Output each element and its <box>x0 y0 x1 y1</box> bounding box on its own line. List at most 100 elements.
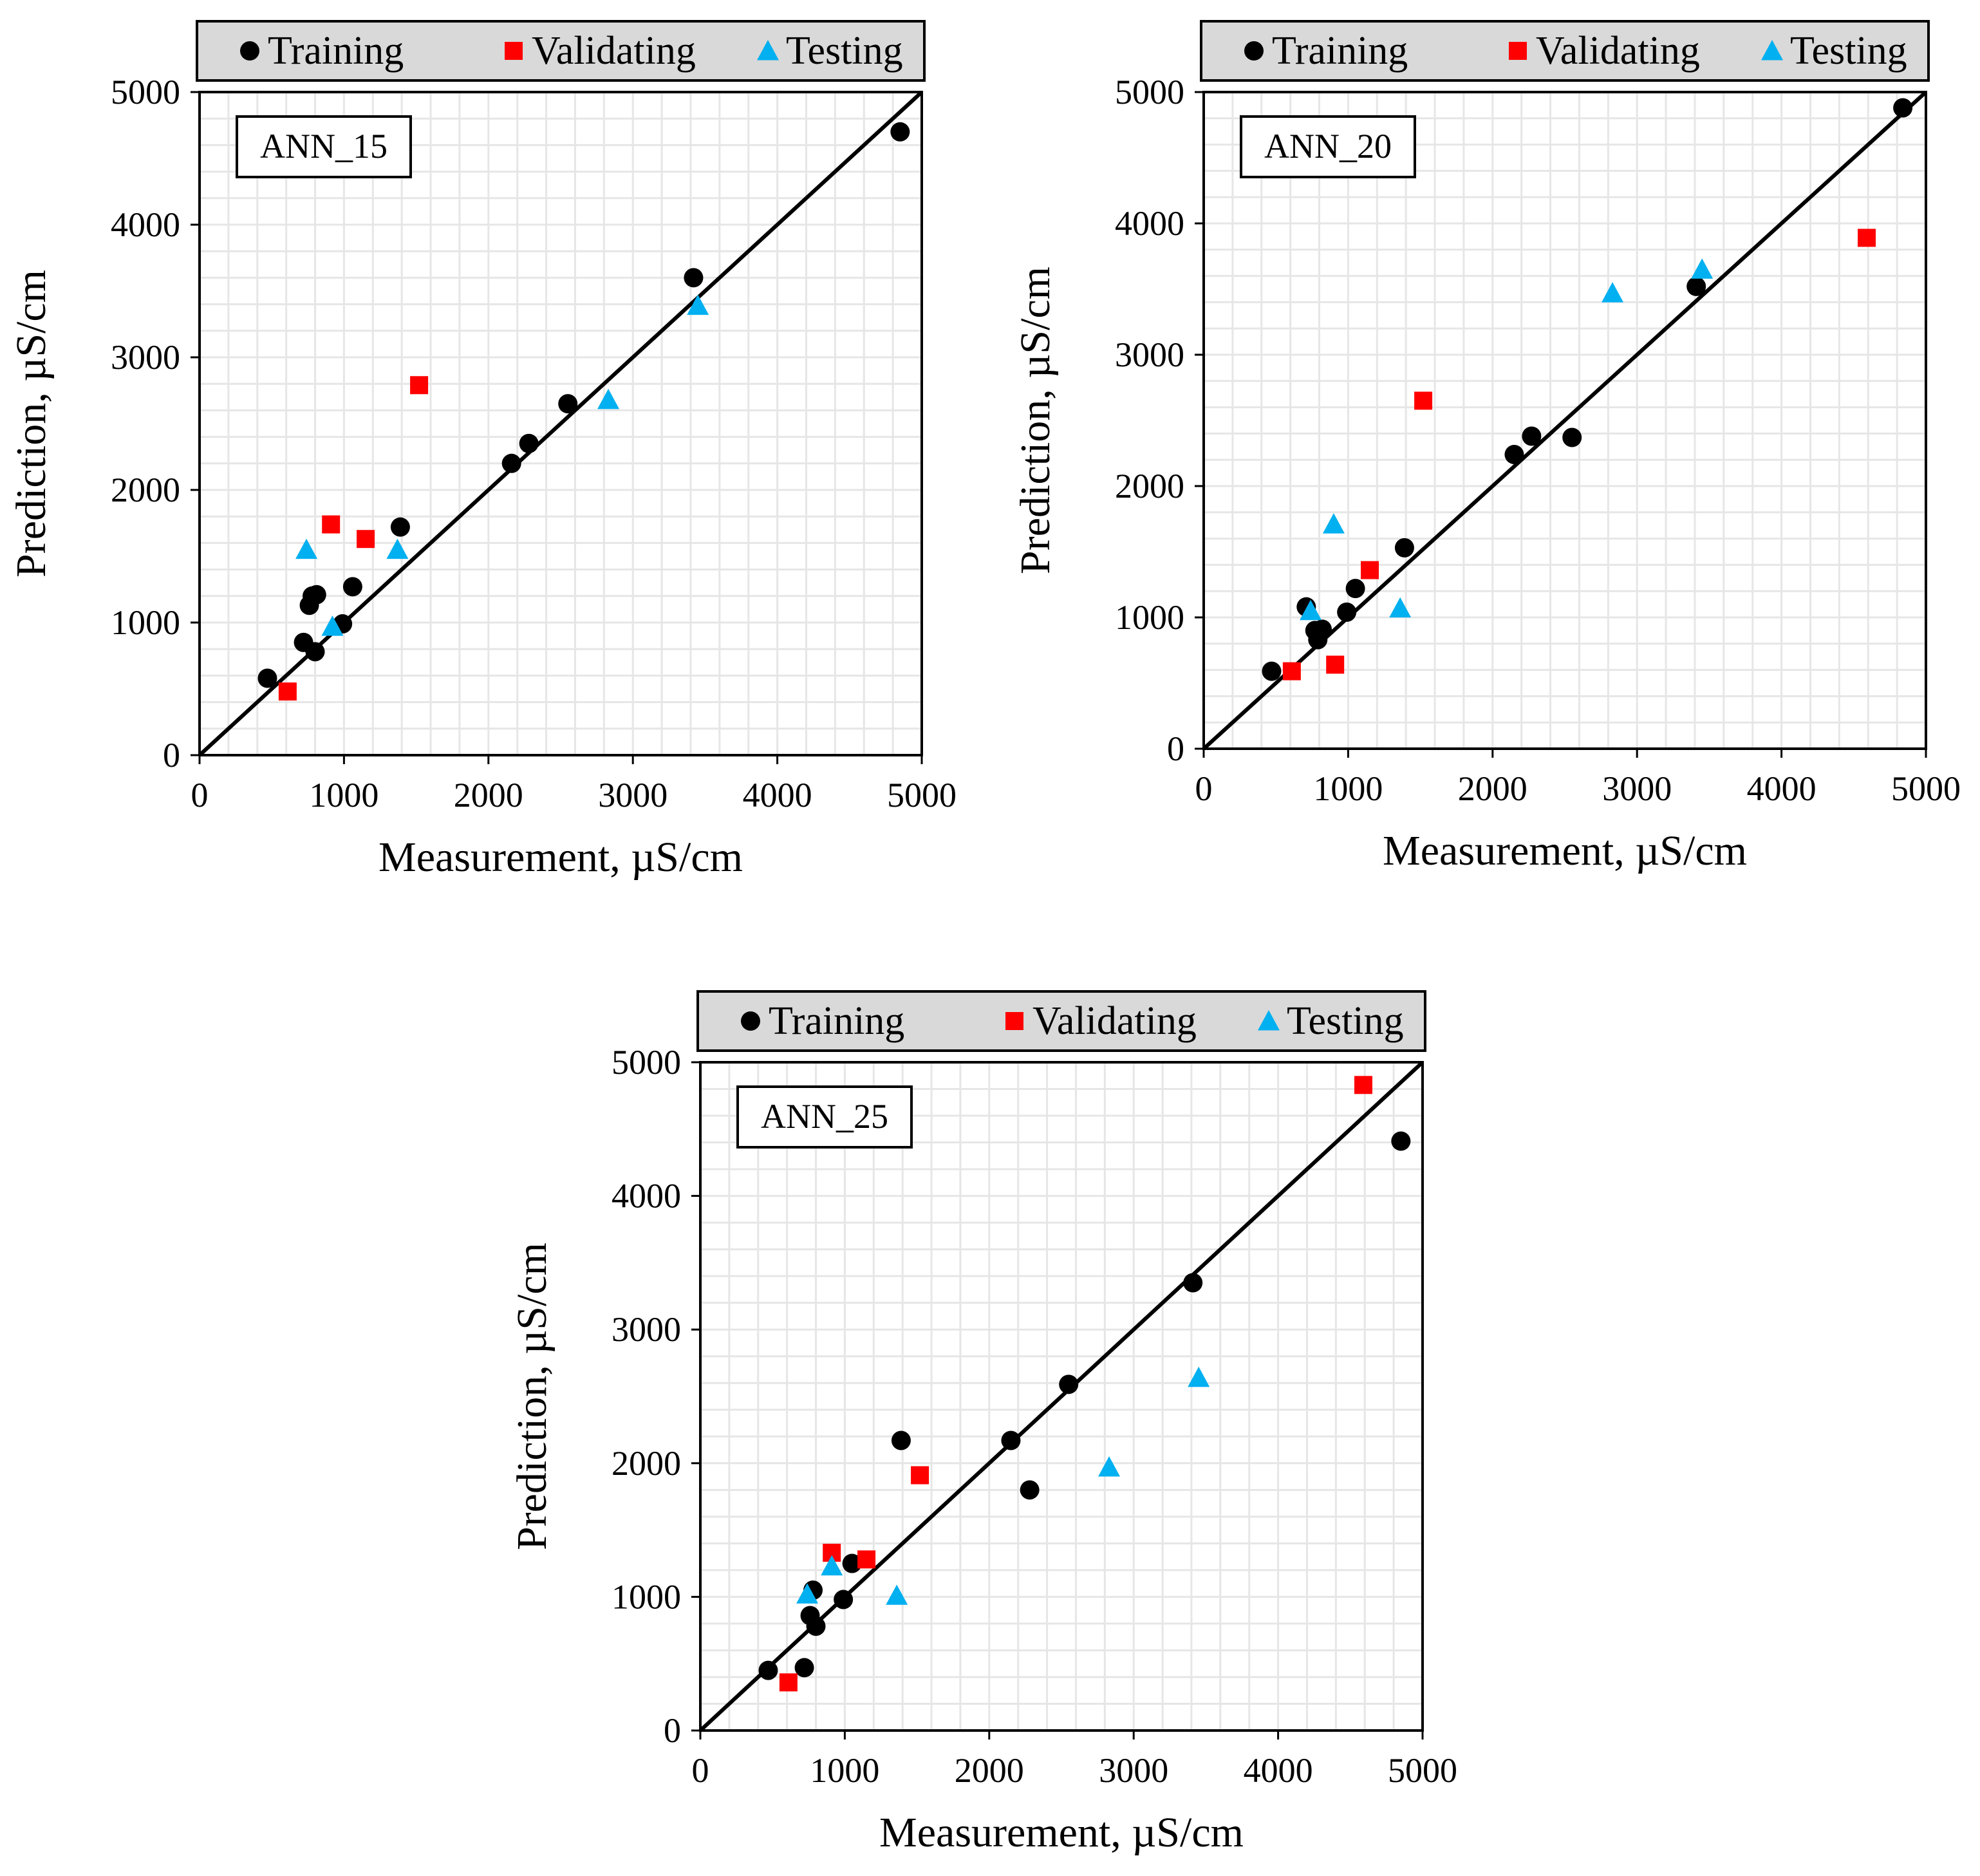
series-testing <box>796 1366 1210 1605</box>
series-training <box>257 122 910 688</box>
panel-label: ANN_15 <box>260 127 388 165</box>
data-point-training <box>1183 1273 1203 1293</box>
legend: Training Validating Testing <box>696 990 1426 1052</box>
legend-item-testing: Testing <box>757 29 903 73</box>
legend-marker-testing <box>1258 1010 1280 1031</box>
x-tick-label: 5000 <box>887 776 957 814</box>
data-point-validating <box>1857 229 1876 247</box>
data-point-testing <box>1098 1456 1121 1477</box>
data-point-testing <box>886 1584 908 1605</box>
data-point-validating <box>357 530 375 549</box>
x-tick-label: 1000 <box>810 1751 879 1790</box>
data-point-validating <box>1361 561 1379 579</box>
data-point-training <box>1686 276 1706 296</box>
y-tick-label: 4000 <box>612 1177 681 1215</box>
x-tick-label: 0 <box>1195 769 1213 808</box>
legend-label: Validating <box>1032 999 1197 1043</box>
data-point-testing <box>386 538 409 559</box>
data-point-training <box>390 517 410 537</box>
x-tick-label: 3000 <box>598 776 668 814</box>
series-validating <box>1282 229 1876 680</box>
legend-marker-training <box>240 41 259 61</box>
data-point-training <box>758 1660 778 1680</box>
x-tick-label: 0 <box>191 776 209 814</box>
scatter-panel-3: 0 1000 2000 3000 4000 5000 0 1000 2000 3000 4000 50… <box>509 990 1457 1856</box>
data-point-testing <box>597 388 620 409</box>
y-tick-label: 1000 <box>1115 598 1184 637</box>
x-tick-label: 1000 <box>309 776 378 814</box>
data-point-training <box>1059 1374 1079 1394</box>
y-tick-label: 3000 <box>1115 335 1184 374</box>
data-point-training <box>1562 427 1582 447</box>
data-point-testing <box>295 538 318 559</box>
legend-label: Training <box>769 999 904 1043</box>
data-point-training <box>306 585 326 605</box>
data-point-training <box>794 1658 814 1678</box>
data-point-training <box>519 433 539 453</box>
series-training <box>1262 98 1913 681</box>
y-tick-label: 5000 <box>111 73 180 111</box>
legend-marker-testing <box>757 40 779 61</box>
legend-marker-validating <box>1509 42 1527 60</box>
data-point-testing <box>1691 258 1714 279</box>
y-axis-label: Prediction, µS/cm <box>1012 267 1059 574</box>
data-point-training <box>1312 619 1332 639</box>
legend-marker-training <box>1244 41 1264 61</box>
data-point-validating <box>857 1550 876 1569</box>
data-point-training <box>834 1590 854 1609</box>
data-point-testing <box>1602 282 1624 303</box>
legend-box <box>1200 20 1930 82</box>
y-tick-label: 0 <box>664 1711 681 1750</box>
scatter-panel-2: 0 1000 2000 3000 4000 5000 0 1000 2000 3000 4000 50… <box>1012 20 1961 874</box>
data-point-validating <box>1414 391 1433 410</box>
data-point-training <box>1504 445 1524 465</box>
panel-label-box <box>236 115 412 178</box>
x-axis-label: Measurement, µS/cm <box>879 1809 1244 1856</box>
data-point-training <box>891 1430 911 1450</box>
data-point-training <box>257 668 277 688</box>
y-tick-label: 3000 <box>111 338 180 377</box>
panel-label-box <box>736 1085 913 1149</box>
panel-label: ANN_25 <box>761 1097 888 1136</box>
y-tick-label: 4000 <box>1115 204 1184 243</box>
data-point-testing <box>1322 513 1345 534</box>
y-tick-label: 3000 <box>612 1310 681 1349</box>
data-point-training <box>1893 98 1913 118</box>
data-point-validating <box>1282 662 1301 680</box>
data-point-training <box>342 577 362 597</box>
data-point-training <box>806 1617 826 1637</box>
panel-label-box <box>1240 115 1416 178</box>
y-tick-label: 4000 <box>111 205 180 244</box>
legend-item-training: Training <box>240 29 404 73</box>
data-point-training <box>684 268 704 288</box>
legend-label: Training <box>1272 29 1408 73</box>
data-point-validating <box>779 1673 798 1692</box>
data-point-training <box>1001 1430 1021 1450</box>
series-training <box>758 1131 1411 1680</box>
scatter-panel-1: 0 1000 2000 3000 4000 5000 0 1000 2000 3000 4000 50… <box>8 20 957 881</box>
data-point-training <box>558 394 578 414</box>
legend-box <box>196 20 926 82</box>
y-tick-label: 1000 <box>111 603 180 642</box>
legend-marker-testing <box>1761 40 1783 61</box>
data-point-testing <box>1389 597 1412 618</box>
data-point-training <box>890 122 910 142</box>
data-point-testing <box>796 1583 819 1604</box>
legend-label: Testing <box>1287 999 1404 1043</box>
y-tick-label: 2000 <box>111 471 180 509</box>
x-tick-label: 2000 <box>454 776 523 814</box>
legend: Training Validating Testing <box>196 20 926 82</box>
legend-marker-training <box>741 1011 760 1031</box>
legend-label: Validating <box>1536 29 1700 73</box>
data-point-validating <box>278 682 297 701</box>
data-point-validating <box>1354 1076 1372 1094</box>
data-point-validating <box>911 1466 929 1485</box>
x-tick-label: 4000 <box>743 776 812 814</box>
y-tick-label: 2000 <box>612 1444 681 1483</box>
data-point-training <box>1394 538 1414 558</box>
panel-label: ANN_20 <box>1264 127 1392 165</box>
data-point-training <box>1262 661 1282 681</box>
series-validating <box>278 376 429 701</box>
data-point-testing <box>321 615 344 636</box>
